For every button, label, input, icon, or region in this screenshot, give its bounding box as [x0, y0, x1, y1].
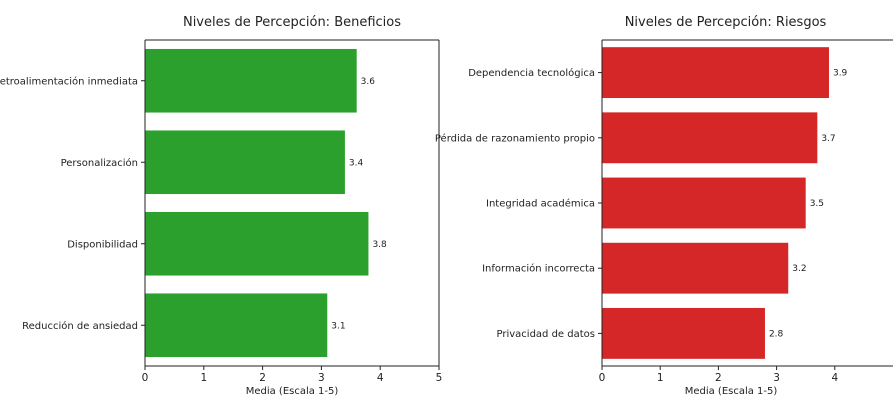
risks-x-tick-label: 2: [715, 372, 722, 384]
risks-chart: Niveles de Percepción: Riesgos Dependenci…: [435, 15, 893, 397]
benefits-bar: [145, 130, 345, 195]
risks-bar: [602, 307, 765, 359]
risks-value-label: 2.8: [769, 329, 784, 339]
risks-category-label: Información incorrecta: [482, 263, 595, 275]
benefits-x-tick-label: 3: [318, 372, 325, 384]
risks-category-label: Pérdida de razonamiento propio: [435, 132, 595, 144]
benefits-bar: [145, 211, 369, 276]
benefits-category-label: Reducción de ansiedad: [22, 320, 138, 332]
risks-chart-title: Niveles de Percepción: Riesgos: [625, 15, 827, 30]
benefits-category-label: Disponibilidad: [67, 239, 138, 250]
risks-value-label: 3.5: [810, 199, 824, 209]
risks-x-tick-label: 3: [773, 372, 780, 384]
risks-category-label: Privacidad de datos: [497, 329, 595, 340]
risks-x-tick-label: 1: [657, 372, 664, 384]
benefits-x-axis-label: Media (Escala 1-5): [246, 386, 339, 397]
risks-value-label: 3.2: [792, 264, 806, 274]
benefits-x-tick-label: 1: [200, 372, 207, 384]
benefits-chart: Niveles de Percepción: Beneficios Retroal…: [0, 15, 442, 397]
benefits-x-tick-label: 0: [142, 372, 149, 384]
risks-x-tick-label: 4: [831, 372, 838, 384]
benefits-x-tick-label: 4: [377, 372, 384, 384]
benefits-value-label: 3.4: [349, 158, 364, 168]
benefits-x-tick-label: 5: [436, 372, 443, 384]
risks-bar: [602, 112, 818, 164]
risks-bar: [602, 47, 829, 99]
benefits-value-label: 3.8: [372, 240, 387, 250]
benefits-value-label: 3.6: [361, 77, 376, 87]
risks-category-label: Integridad académica: [486, 198, 595, 210]
risks-value-label: 3.7: [821, 134, 835, 144]
risks-x-tick-label: 0: [599, 372, 606, 384]
risks-x-axis-label: Media (Escala 1-5): [685, 386, 778, 397]
risks-bar: [602, 177, 806, 229]
benefits-category-label: Personalización: [61, 157, 138, 169]
benefits-chart-title: Niveles de Percepción: Beneficios: [183, 15, 401, 30]
benefits-category-label: Retroalimentación inmediata: [0, 75, 138, 87]
benefits-x-tick-label: 2: [259, 372, 266, 384]
risks-category-label: Dependencia tecnológica: [468, 67, 595, 79]
risks-value-label: 3.9: [833, 69, 848, 79]
benefits-value-label: 3.1: [331, 321, 345, 331]
benefits-bar: [145, 293, 328, 358]
risks-bar: [602, 242, 789, 294]
benefits-bar: [145, 48, 357, 113]
